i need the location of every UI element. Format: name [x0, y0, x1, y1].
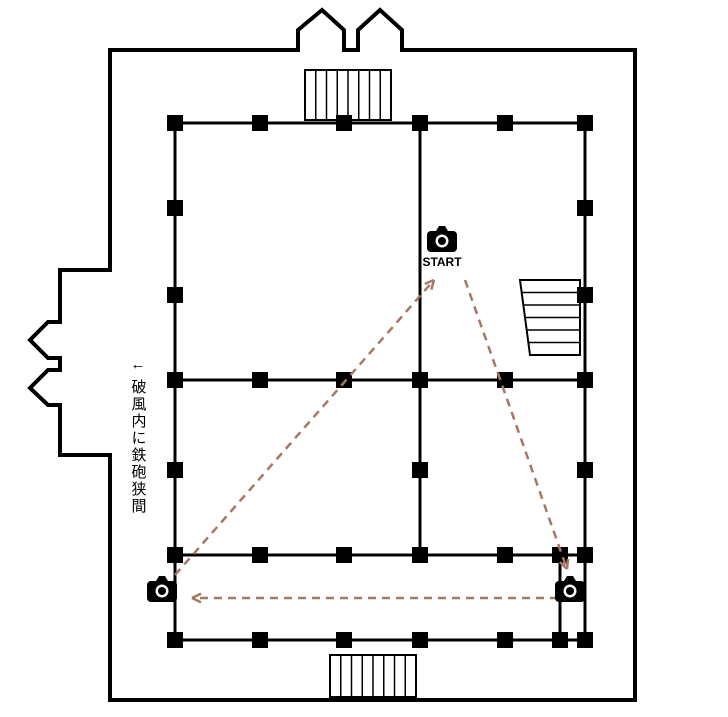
column — [412, 547, 428, 563]
column — [412, 632, 428, 648]
route-arrow — [567, 559, 568, 569]
camera-icon — [147, 576, 177, 602]
column — [167, 200, 183, 216]
route-arrow — [192, 598, 201, 602]
column — [412, 462, 428, 478]
column — [497, 632, 513, 648]
side-label: 破風内に鉄砲狭間 — [130, 379, 147, 515]
column — [167, 372, 183, 388]
column — [577, 547, 593, 563]
column — [167, 115, 183, 131]
route-segment — [175, 280, 434, 575]
floor-plan-diagram: START ← 破風内に鉄砲狭間 — [0, 0, 728, 717]
stairs — [520, 280, 580, 355]
route-segment — [465, 280, 567, 569]
column — [167, 287, 183, 303]
column — [252, 372, 268, 388]
camera-icon — [427, 226, 457, 252]
column — [577, 115, 593, 131]
column — [412, 115, 428, 131]
column — [167, 462, 183, 478]
column — [252, 547, 268, 563]
stairs — [305, 70, 391, 120]
column — [497, 115, 513, 131]
column — [552, 632, 568, 648]
column — [167, 632, 183, 648]
column — [336, 547, 352, 563]
column — [336, 115, 352, 131]
column — [336, 372, 352, 388]
column — [577, 372, 593, 388]
column — [252, 115, 268, 131]
stairs — [330, 655, 416, 697]
column — [167, 547, 183, 563]
column — [497, 547, 513, 563]
column — [252, 632, 268, 648]
camera-label: START — [422, 255, 462, 269]
column — [577, 462, 593, 478]
column — [577, 632, 593, 648]
side-arrow: ← — [131, 356, 146, 373]
column — [412, 372, 428, 388]
column — [336, 632, 352, 648]
column — [577, 200, 593, 216]
